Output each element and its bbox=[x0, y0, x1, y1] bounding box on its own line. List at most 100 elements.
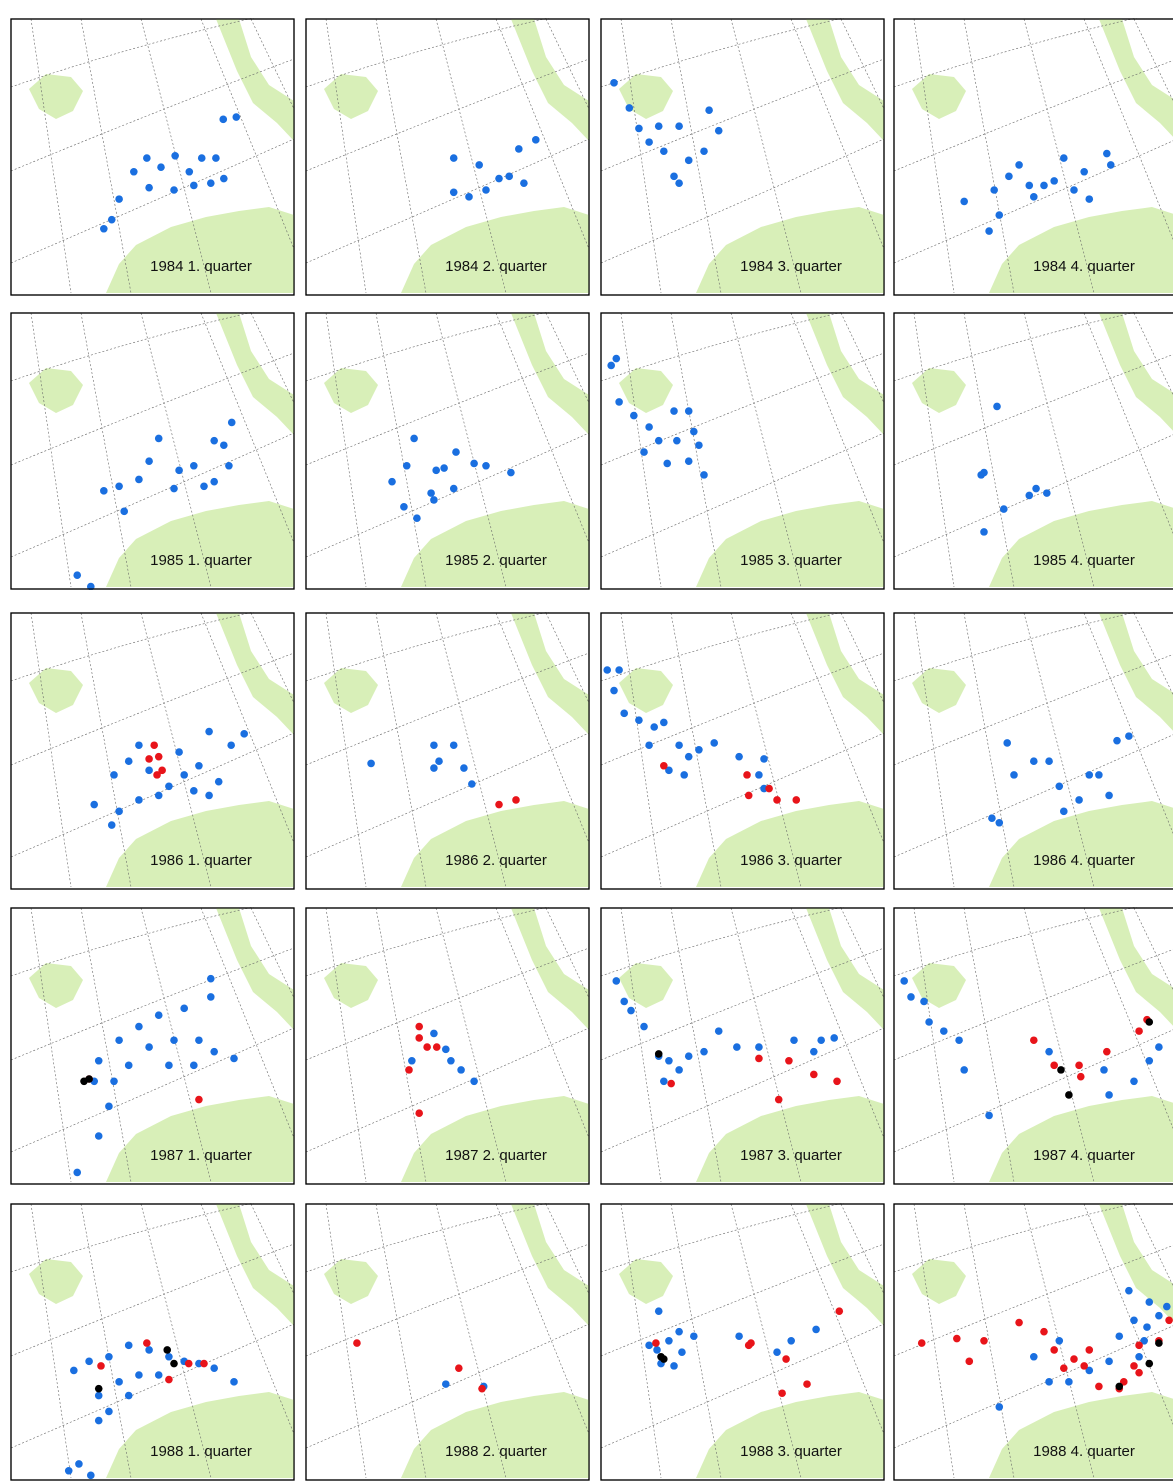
catch-point bbox=[402, 461, 411, 470]
catch-point bbox=[165, 1061, 173, 1070]
catch-point bbox=[743, 771, 751, 779]
catch-point bbox=[227, 418, 236, 427]
catch-point bbox=[410, 434, 418, 443]
catch-point bbox=[744, 791, 753, 800]
catch-point bbox=[73, 571, 82, 579]
catch-point bbox=[455, 1364, 463, 1372]
catch-point bbox=[206, 179, 215, 187]
map-panel: 1986 3. quarter bbox=[600, 612, 885, 890]
catch-point bbox=[435, 757, 443, 765]
catch-point bbox=[660, 1355, 668, 1363]
catch-point bbox=[154, 752, 163, 761]
catch-point bbox=[507, 468, 515, 477]
catch-point bbox=[635, 716, 643, 724]
catch-point bbox=[1075, 796, 1083, 804]
catch-point bbox=[665, 1337, 673, 1345]
catch-point bbox=[163, 1346, 172, 1354]
catch-point bbox=[195, 761, 203, 770]
panel-label: 1985 2. quarter bbox=[445, 552, 547, 569]
map-panel: 1988 1. quarter bbox=[10, 1203, 295, 1481]
catch-point bbox=[985, 1111, 993, 1120]
catch-point bbox=[675, 741, 683, 750]
catch-point bbox=[744, 1341, 753, 1350]
catch-point bbox=[94, 1056, 103, 1065]
map-panel: 1987 1. quarter bbox=[10, 907, 295, 1185]
catch-point bbox=[755, 1054, 763, 1063]
catch-point bbox=[690, 1332, 698, 1341]
catch-point bbox=[175, 466, 183, 475]
catch-point bbox=[700, 471, 708, 479]
catch-point bbox=[1103, 149, 1111, 158]
frame-outline bbox=[893, 1203, 1173, 1481]
map-panel: 1985 3. quarter bbox=[600, 312, 885, 590]
catch-point bbox=[960, 1066, 968, 1074]
catch-point bbox=[1103, 1047, 1111, 1056]
catch-point bbox=[1055, 1337, 1064, 1345]
catch-point bbox=[115, 807, 123, 816]
panel-label: 1984 2. quarter bbox=[445, 258, 547, 275]
map-panel: 1984 4. quarter bbox=[893, 18, 1173, 296]
catch-point bbox=[135, 1022, 143, 1031]
panel-body: 1985 2. quarter bbox=[305, 312, 590, 590]
catch-point bbox=[442, 1380, 450, 1388]
catch-point bbox=[153, 771, 161, 779]
catch-point bbox=[607, 361, 615, 370]
catch-point bbox=[73, 1168, 82, 1177]
catch-point bbox=[645, 1341, 653, 1350]
catch-point bbox=[220, 174, 228, 183]
catch-point bbox=[610, 79, 618, 87]
catch-point bbox=[1050, 1061, 1058, 1070]
catch-point bbox=[988, 814, 996, 822]
catch-point bbox=[612, 977, 621, 985]
catch-point bbox=[115, 482, 123, 491]
catch-point bbox=[1155, 1339, 1163, 1347]
catch-point bbox=[654, 1050, 663, 1058]
catch-point bbox=[470, 459, 478, 468]
catch-point bbox=[920, 997, 928, 1006]
panel-body: 1984 3. quarter bbox=[600, 18, 885, 296]
catch-point bbox=[680, 771, 689, 779]
catch-point bbox=[1015, 161, 1023, 169]
catch-point bbox=[225, 461, 233, 470]
panel-body: 1984 4. quarter bbox=[893, 18, 1173, 296]
catch-point bbox=[232, 113, 241, 121]
catch-point bbox=[457, 1066, 465, 1074]
map-panel: 1986 1. quarter bbox=[10, 612, 295, 890]
catch-point bbox=[210, 436, 218, 445]
catch-point bbox=[667, 1079, 675, 1088]
catch-point bbox=[449, 154, 458, 162]
catch-point bbox=[145, 755, 153, 763]
catch-point bbox=[415, 1034, 423, 1042]
panel-body: 1986 4. quarter bbox=[893, 612, 1173, 890]
catch-point bbox=[1155, 1043, 1163, 1051]
catch-point bbox=[670, 1362, 678, 1370]
catch-point bbox=[830, 1034, 838, 1042]
catch-point bbox=[714, 126, 723, 135]
catch-point bbox=[654, 436, 663, 445]
catch-point bbox=[620, 709, 629, 718]
catch-point bbox=[735, 1332, 743, 1341]
map-panel: 1985 2. quarter bbox=[305, 312, 590, 590]
catch-point bbox=[94, 1384, 103, 1393]
catch-point bbox=[684, 407, 693, 415]
catch-point bbox=[995, 211, 1004, 219]
catch-point bbox=[785, 1056, 793, 1065]
catch-point bbox=[792, 796, 801, 804]
panel-label: 1988 1. quarter bbox=[150, 1443, 252, 1460]
catch-point bbox=[1085, 1366, 1094, 1375]
catch-point bbox=[755, 1043, 763, 1051]
catch-point bbox=[124, 1061, 133, 1070]
catch-point bbox=[663, 459, 672, 468]
map-panel: 1988 4. quarter bbox=[893, 1203, 1173, 1481]
catch-point bbox=[615, 666, 623, 674]
catch-point bbox=[705, 106, 713, 114]
catch-point bbox=[400, 503, 408, 511]
catch-point bbox=[675, 179, 683, 187]
catch-point bbox=[782, 1355, 790, 1363]
catch-point bbox=[1105, 1091, 1113, 1099]
catch-point bbox=[675, 1066, 683, 1074]
catch-point bbox=[94, 1132, 103, 1140]
catch-point bbox=[1130, 1077, 1138, 1086]
catch-point bbox=[1135, 1368, 1143, 1377]
catch-point bbox=[87, 1471, 95, 1480]
